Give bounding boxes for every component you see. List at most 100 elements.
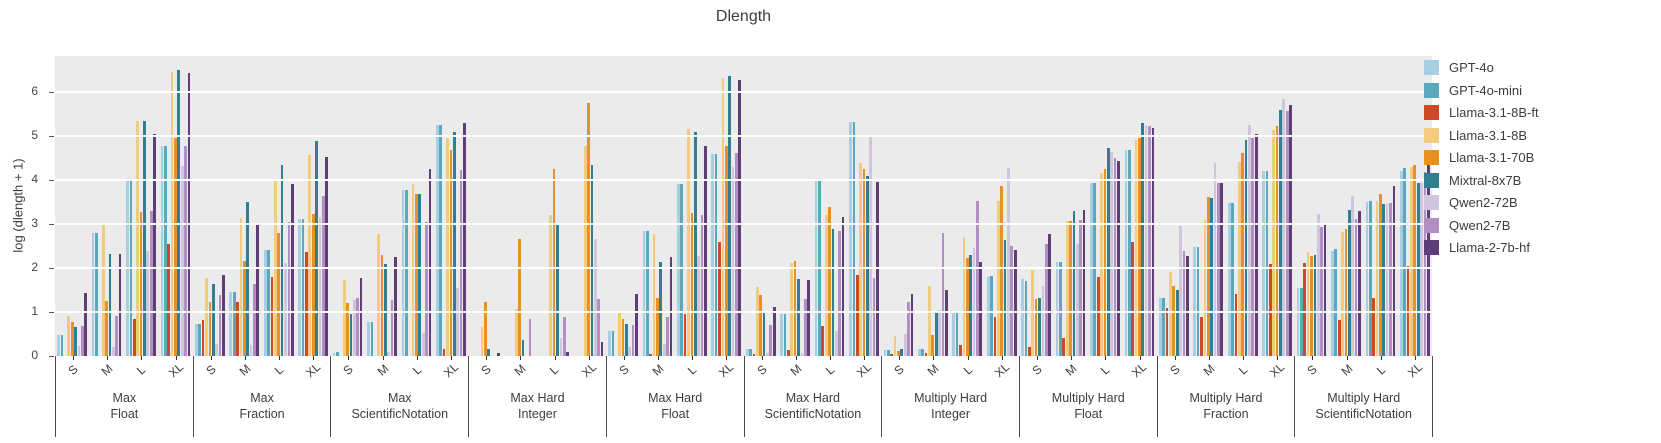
legend-swatch: [1424, 195, 1439, 210]
cluster-xl: [571, 56, 605, 356]
x-tick-mark: [933, 356, 935, 360]
cluster-l: [675, 56, 709, 356]
bar-mixtral-8x7b: [934, 313, 938, 356]
axis-group-cell: S M L XL Multiply Hard ScientificNotation: [1294, 356, 1432, 437]
x-tick-mark: [658, 356, 660, 360]
bar-llama-3.1-8b-ft: [1372, 298, 1375, 356]
bar-qwen2-72b: [1041, 285, 1045, 356]
bar-qwen2-72b: [112, 347, 115, 356]
bar-gpt-4o: [91, 232, 95, 356]
bar-llama-2-7b-hf: [600, 341, 604, 356]
bar-qwen2-72b: [972, 247, 976, 356]
cluster-s: [881, 56, 915, 356]
bar-llama-3.1-8b-ft: [821, 326, 825, 356]
bar-llama-3.1-70b: [897, 351, 900, 356]
bar-qwen2-72b: [593, 239, 597, 356]
bar-gpt-4o-mini: [749, 349, 752, 356]
legend-item-gpt-4o-mini: GPT-4o-mini: [1424, 82, 1539, 98]
bar-llama-3.1-8b: [170, 71, 174, 356]
cluster-xl: [1398, 56, 1432, 356]
bar-llama-3.1-8b: [962, 236, 966, 356]
bar-llama-3.1-70b: [1310, 255, 1313, 356]
x-tick-mark: [829, 356, 831, 360]
y-tick-label: 4: [31, 172, 38, 187]
bar-qwen2-72b: [1110, 151, 1114, 356]
bar-llama-3.1-70b: [552, 169, 556, 356]
bar-gpt-4o-mini: [1300, 288, 1303, 356]
bar-llama-3.1-8b-ft: [132, 318, 136, 356]
bar-qwen2-7b: [597, 299, 601, 356]
size-tick-row: S M L XL: [1295, 356, 1432, 386]
bar-mixtral-8x7b: [659, 261, 663, 356]
legend-label: Qwen2-72B: [1449, 195, 1518, 210]
bar-mixtral-8x7b: [1347, 209, 1351, 356]
axis-group-cell: S M L XL Multiply Hard Float: [1018, 356, 1157, 437]
bar-llama-3.1-8b-ft: [718, 242, 721, 356]
cluster-s: [468, 56, 502, 356]
group-label: Max ScientificNotation: [351, 391, 449, 422]
legend: GPT-4o GPT-4o-mini Llama-3.1-8B-ft Llama-3.…: [1424, 60, 1539, 255]
bar-gpt-4o-mini: [1334, 248, 1338, 356]
bar-qwen2-72b: [1282, 99, 1286, 356]
bar-gpt-4o: [1227, 203, 1231, 356]
bar-gpt-4o-mini: [301, 218, 305, 356]
bar-llama-3.1-8b: [515, 309, 518, 356]
bar-gpt-4o: [332, 352, 336, 356]
x-tick-mark: [761, 356, 763, 360]
bar-mixtral-8x7b: [900, 349, 904, 356]
x-tick-mark: [1071, 356, 1073, 360]
bar-gpt-4o: [986, 276, 990, 356]
size-tick-row: S M L XL: [745, 356, 882, 386]
bar-qwen2-7b: [321, 195, 325, 356]
cluster-m: [1329, 56, 1363, 356]
x-tick-mark: [795, 356, 797, 360]
bar-llama-3.1-70b: [105, 300, 108, 356]
bar-llama-3.1-70b: [242, 260, 246, 356]
bar-llama-3.1-8b-ft: [1028, 346, 1031, 356]
bar-gpt-4o: [1331, 250, 1334, 356]
bar-llama-3.1-70b: [1206, 196, 1210, 356]
bar-llama-2-7b-hf: [1048, 233, 1051, 356]
bar-qwen2-7b: [184, 146, 187, 356]
bar-llama-2-7b-hf: [704, 146, 707, 356]
bar-llama-2-7b-hf: [84, 293, 88, 356]
bar-llama-3.1-70b: [965, 258, 969, 356]
bar-llama-3.1-8b: [205, 278, 208, 356]
x-tick-mark: [1105, 356, 1107, 360]
size-cell: XL: [1398, 356, 1432, 386]
bar-qwen2-72b: [1351, 195, 1355, 356]
plot-area: [55, 56, 1432, 356]
x-tick-mark: [486, 356, 488, 360]
bar-llama-2-7b-hf: [669, 256, 673, 356]
bar-gpt-4o-mini: [1127, 149, 1131, 356]
bar-llama-3.1-70b: [483, 302, 487, 356]
legend-swatch: [1424, 240, 1439, 255]
bar-llama-2-7b-hf: [463, 122, 466, 356]
cluster-m: [1191, 56, 1225, 356]
bar-llama-2-7b-hf: [772, 306, 776, 356]
bar-llama-3.1-8b: [1169, 271, 1172, 356]
size-cell: M: [1330, 356, 1364, 386]
bar-gpt-4o: [160, 146, 164, 356]
legend-item-llama-3.1-70b: Llama-3.1-70B: [1424, 150, 1539, 165]
bar-gpt-4o: [1090, 183, 1093, 356]
bar-gpt-4o: [367, 321, 370, 356]
gridline-y4: [55, 179, 1432, 182]
bar-gpt-4o-mini: [714, 153, 718, 356]
cluster-xl: [1260, 56, 1294, 356]
bar-llama-2-7b-hf: [290, 183, 294, 356]
cluster-s: [1157, 56, 1191, 356]
bar-llama-2-7b-hf: [118, 253, 122, 356]
x-tick-mark: [210, 356, 212, 360]
axis-group-cell: S M L XL Max Fraction: [192, 356, 331, 437]
size-cell: XL: [434, 356, 468, 386]
bar-llama-2-7b-hf: [566, 351, 569, 356]
bar-llama-3.1-70b: [1172, 285, 1176, 356]
bar-qwen2-7b: [1217, 183, 1220, 356]
bar-gpt-4o-mini: [921, 348, 925, 356]
bar-mixtral-8x7b: [1072, 210, 1076, 356]
bar-qwen2-72b: [249, 345, 253, 356]
bar-qwen2-72b: [1179, 225, 1182, 356]
legend-swatch: [1424, 150, 1439, 165]
bar-gpt-4o: [1193, 246, 1197, 356]
